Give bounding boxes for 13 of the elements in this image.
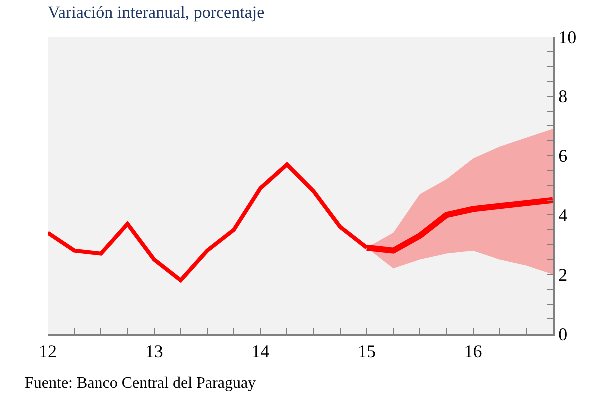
- x-tick-label: 16: [464, 342, 482, 362]
- chart-title: Variación interanual, porcentaje: [48, 2, 265, 22]
- x-tick-label: 15: [358, 342, 376, 362]
- source-note: Fuente: Banco Central del Paraguay: [25, 375, 256, 392]
- y-tick-label: 4: [558, 206, 568, 226]
- x-tick-label: 13: [145, 342, 164, 362]
- x-tick-label: 12: [39, 342, 57, 362]
- x-tick-label: 14: [252, 342, 270, 362]
- y-tick-label: 0: [558, 324, 568, 344]
- y-tick-label: 10: [558, 27, 577, 48]
- y-tick-label: 6: [558, 146, 568, 166]
- y-tick-label: 2: [558, 264, 568, 285]
- y-tick-label: 8: [558, 86, 568, 107]
